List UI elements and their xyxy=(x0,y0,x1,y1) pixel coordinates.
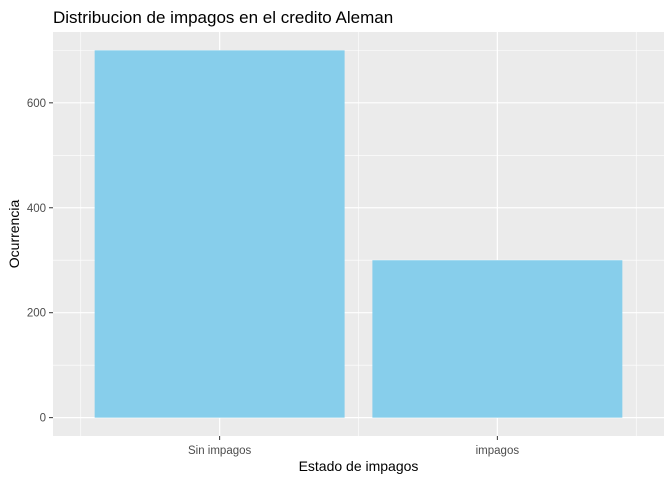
bars xyxy=(94,50,623,418)
y-axis: 0 200 400 600 xyxy=(27,98,53,425)
x-tick-label: impagos xyxy=(476,445,520,457)
bar xyxy=(372,260,623,418)
y-tick-label: 0 xyxy=(40,413,46,425)
x-tick-label: Sin impagos xyxy=(188,445,252,457)
y-tick-label: 600 xyxy=(27,98,46,110)
chart-title: Distribucion de impagos en el credito Al… xyxy=(53,8,393,27)
x-axis-title: Estado de impagos xyxy=(299,458,419,474)
y-tick-label: 400 xyxy=(27,203,46,215)
bar xyxy=(94,50,345,418)
x-axis: Sin impagos impagos xyxy=(188,436,519,457)
y-tick-label: 200 xyxy=(27,308,46,320)
y-axis-title: Ocurrencia xyxy=(6,200,22,269)
